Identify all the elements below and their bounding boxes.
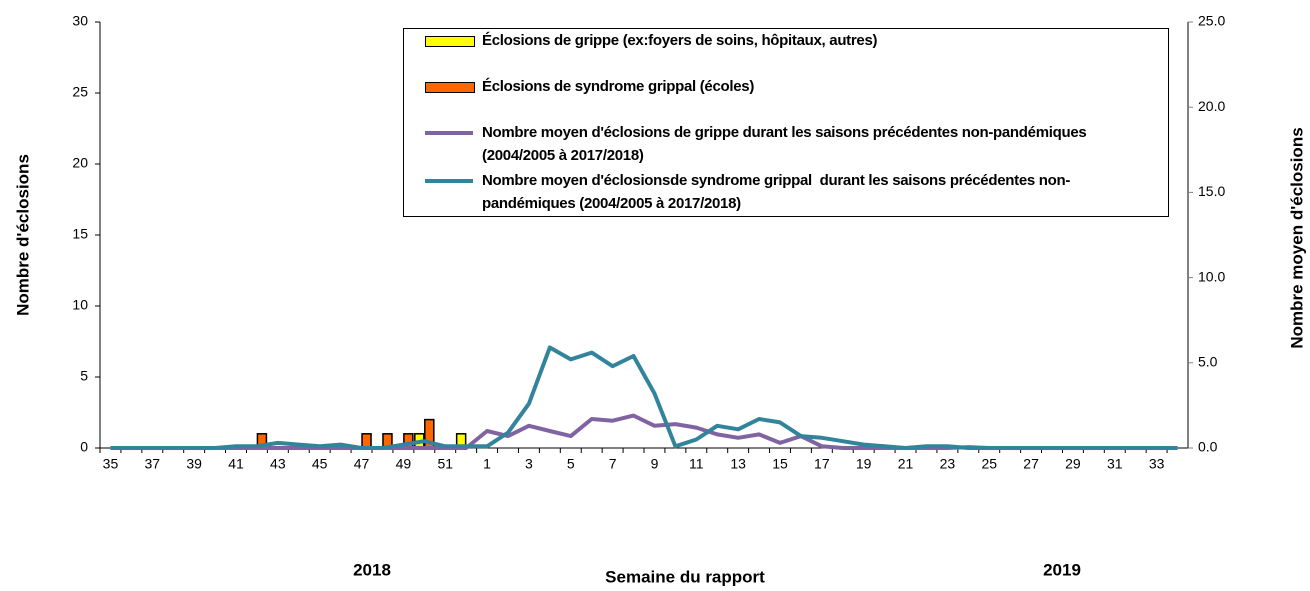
x-tick-label: 27 bbox=[1023, 456, 1039, 472]
x-tick-label: 13 bbox=[730, 456, 746, 472]
y2-tick-label: 15.0 bbox=[1198, 183, 1225, 199]
x-tick-label: 1 bbox=[483, 456, 491, 472]
y2-tick-label: 5.0 bbox=[1198, 354, 1218, 370]
bar bbox=[361, 433, 372, 449]
x-tick-label: 43 bbox=[270, 456, 286, 472]
legend-label: Nombre moyen d'éclosions de grippe duran… bbox=[482, 124, 1091, 164]
x-tick-label: 51 bbox=[437, 456, 453, 472]
legend: Éclosions de grippe (ex:foyers de soins,… bbox=[403, 28, 1169, 217]
x-tick-label: 47 bbox=[354, 456, 370, 472]
y-tick-label: 0 bbox=[80, 439, 88, 455]
y-tick-label: 25 bbox=[72, 84, 88, 100]
legend-label: Éclosions de syndrome grippal (écoles) bbox=[482, 78, 755, 95]
y2-axis-title: Nombre moyen d'éclosions bbox=[1287, 127, 1306, 348]
legend-swatch bbox=[425, 179, 473, 183]
x-tick-label: 41 bbox=[228, 456, 244, 472]
y-tick-label: 20 bbox=[72, 155, 88, 171]
x-axis-title: Semaine du rapport bbox=[605, 567, 765, 586]
x-tick-label: 45 bbox=[312, 456, 328, 472]
x-tick-label: 29 bbox=[1065, 456, 1081, 472]
x-tick-label: 17 bbox=[814, 456, 830, 472]
y-axis-title: Nombre d'éclosions bbox=[13, 154, 32, 316]
y2-tick-label: 10.0 bbox=[1198, 268, 1225, 284]
y-tick-label: 10 bbox=[72, 297, 88, 313]
x-tick-label: 9 bbox=[651, 456, 659, 472]
x-tick-label: 25 bbox=[981, 456, 997, 472]
x-tick-label: 35 bbox=[103, 456, 119, 472]
legend-label: Nombre moyen d'éclosionsde syndrome grip… bbox=[482, 172, 1071, 212]
y2-tick-label: 25.0 bbox=[1198, 13, 1225, 29]
x-tick-label: 11 bbox=[689, 456, 704, 472]
x-tick-label: 33 bbox=[1149, 456, 1165, 472]
x-tick-label: 23 bbox=[940, 456, 956, 472]
y-tick-label: 5 bbox=[80, 368, 88, 384]
y-tick-label: 30 bbox=[72, 13, 88, 29]
x-tick-label: 21 bbox=[898, 456, 914, 472]
legend-swatch bbox=[425, 36, 475, 47]
x-tick-label: 5 bbox=[567, 456, 575, 472]
x-tick-label: 7 bbox=[609, 456, 617, 472]
y2-tick-label: 20.0 bbox=[1198, 98, 1225, 114]
y-tick-label: 15 bbox=[72, 226, 88, 242]
x-tick-label: 19 bbox=[856, 456, 872, 472]
x-tick-label: 37 bbox=[145, 456, 161, 472]
x-tick-label: 39 bbox=[186, 456, 202, 472]
x-tick-label: 31 bbox=[1107, 456, 1123, 472]
y2-tick-label: 0.0 bbox=[1198, 439, 1218, 455]
x-tick-label: 3 bbox=[525, 456, 533, 472]
year-label: 2018 bbox=[353, 560, 391, 579]
x-tick-label: 49 bbox=[396, 456, 412, 472]
legend-label: Éclosions de grippe (ex:foyers de soins,… bbox=[482, 32, 878, 49]
line bbox=[110, 345, 1178, 450]
x-tick-label: 15 bbox=[772, 456, 788, 472]
legend-swatch bbox=[425, 131, 473, 135]
legend-swatch bbox=[425, 82, 475, 93]
year-label: 2019 bbox=[1043, 560, 1081, 579]
